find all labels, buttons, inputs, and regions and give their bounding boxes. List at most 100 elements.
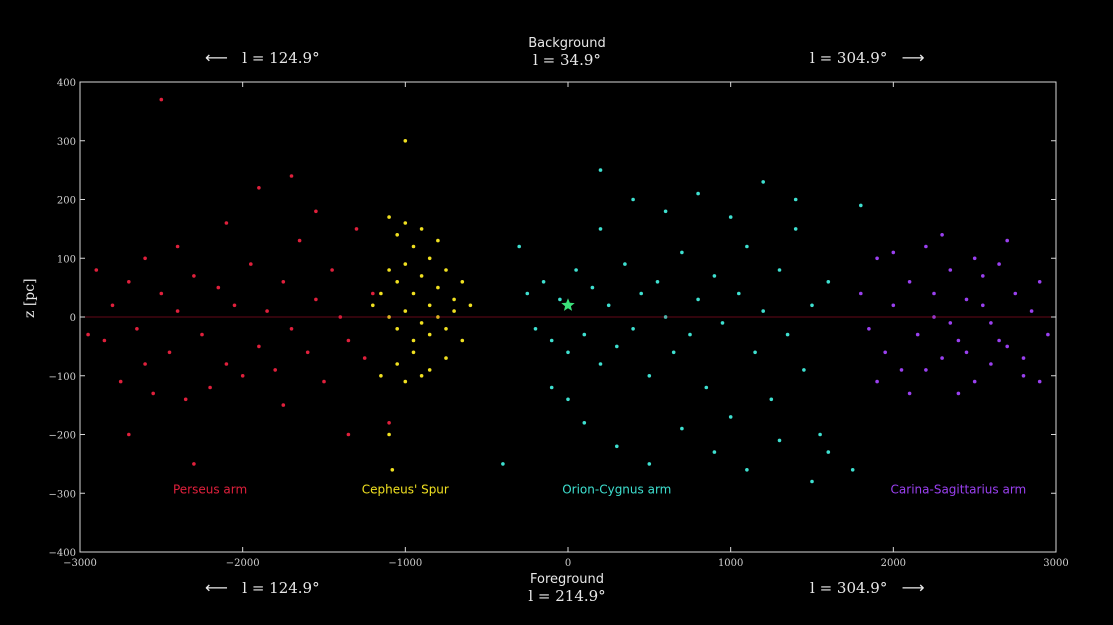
data-point bbox=[1005, 344, 1009, 349]
data-point bbox=[696, 191, 700, 196]
data-point bbox=[997, 338, 1001, 343]
data-point bbox=[541, 280, 546, 284]
data-point bbox=[314, 297, 318, 302]
data-point bbox=[549, 385, 554, 390]
y-tick-label: −200 bbox=[49, 431, 76, 442]
x-tick-label: 2000 bbox=[881, 558, 906, 569]
data-point bbox=[981, 274, 985, 278]
data-point bbox=[390, 468, 395, 472]
x-tick-label: 3000 bbox=[1043, 558, 1068, 569]
top-left-longitude: ⟵ l = 124.9° bbox=[205, 48, 320, 67]
data-point bbox=[566, 397, 570, 402]
data-point bbox=[102, 338, 107, 343]
data-point bbox=[631, 197, 635, 202]
data-point bbox=[777, 438, 782, 443]
data-point bbox=[907, 280, 912, 284]
data-point bbox=[932, 291, 936, 296]
data-point bbox=[411, 350, 416, 355]
data-point bbox=[249, 262, 253, 266]
data-point bbox=[793, 197, 798, 202]
data-point bbox=[257, 186, 261, 190]
data-point bbox=[224, 221, 229, 225]
data-point bbox=[94, 268, 99, 272]
data-point bbox=[224, 362, 229, 366]
sun-star-icon bbox=[561, 298, 575, 311]
data-point bbox=[427, 256, 432, 261]
data-point bbox=[558, 297, 562, 302]
data-point bbox=[232, 303, 237, 308]
data-point bbox=[655, 280, 660, 284]
data-point bbox=[712, 274, 717, 278]
data-point bbox=[1021, 374, 1026, 378]
data-point bbox=[387, 268, 391, 272]
data-point bbox=[859, 203, 863, 208]
data-point bbox=[623, 262, 627, 266]
data-point bbox=[1037, 280, 1042, 284]
data-point bbox=[956, 391, 961, 396]
data-point bbox=[989, 362, 993, 366]
data-point bbox=[1005, 238, 1009, 243]
data-point bbox=[948, 268, 953, 272]
data-point bbox=[956, 338, 961, 343]
points-layer bbox=[86, 97, 1050, 484]
data-point bbox=[403, 309, 408, 313]
y-tick-label: 200 bbox=[57, 196, 76, 207]
x-tick-label: 1000 bbox=[718, 558, 743, 569]
data-point bbox=[289, 327, 294, 331]
left-arrow-icon: ⟵ bbox=[205, 48, 228, 67]
data-point bbox=[395, 362, 400, 366]
series-label: Carina-Sagittarius arm bbox=[891, 482, 1027, 496]
data-point bbox=[566, 350, 570, 355]
data-point bbox=[419, 274, 424, 278]
series-label: Perseus arm bbox=[173, 482, 247, 496]
data-point bbox=[403, 221, 408, 225]
data-point bbox=[468, 303, 473, 308]
data-point bbox=[159, 291, 164, 296]
data-point bbox=[411, 244, 416, 249]
data-point bbox=[427, 303, 432, 308]
data-point bbox=[460, 338, 465, 343]
data-point bbox=[208, 385, 212, 390]
data-point bbox=[582, 332, 587, 337]
data-point bbox=[517, 244, 521, 249]
data-point bbox=[427, 332, 432, 337]
data-point bbox=[997, 262, 1001, 266]
data-point bbox=[964, 297, 969, 302]
bottom-right-value: l = 304.9° bbox=[810, 579, 888, 597]
arm-labels-layer: Perseus arm Cepheus' Spur Orion-Cygnus arm… bbox=[173, 482, 1026, 496]
top-left-value: l = 124.9° bbox=[242, 49, 320, 67]
data-point bbox=[647, 374, 652, 378]
data-point bbox=[1021, 356, 1026, 360]
data-point bbox=[1037, 379, 1042, 384]
data-point bbox=[761, 309, 765, 313]
data-point bbox=[810, 303, 814, 308]
data-point bbox=[810, 479, 814, 484]
x-tick-label: −1000 bbox=[388, 558, 422, 569]
data-point bbox=[826, 280, 831, 284]
data-point bbox=[411, 338, 416, 343]
data-point bbox=[175, 244, 180, 249]
data-point bbox=[696, 297, 700, 302]
y-tick-label: 400 bbox=[57, 78, 76, 89]
data-point bbox=[1013, 291, 1018, 296]
data-point bbox=[501, 462, 505, 466]
x-tick-label: 0 bbox=[565, 558, 571, 569]
data-point bbox=[647, 462, 652, 466]
data-point bbox=[769, 397, 774, 402]
data-point bbox=[452, 297, 456, 302]
x-tick-label: −3000 bbox=[63, 558, 97, 569]
data-point bbox=[362, 356, 367, 360]
data-point bbox=[297, 238, 302, 243]
data-point bbox=[305, 350, 310, 355]
data-point bbox=[671, 350, 676, 355]
right-arrow-icon: ⟶ bbox=[901, 48, 925, 67]
y-tick-label: −300 bbox=[49, 489, 76, 500]
data-point bbox=[151, 391, 155, 396]
bottom-center-title: Foreground l = 214.9° bbox=[467, 572, 667, 605]
data-point bbox=[395, 233, 400, 237]
background-label: Background bbox=[528, 36, 606, 51]
data-point bbox=[940, 233, 944, 237]
data-point bbox=[452, 309, 456, 313]
data-point bbox=[785, 332, 790, 337]
